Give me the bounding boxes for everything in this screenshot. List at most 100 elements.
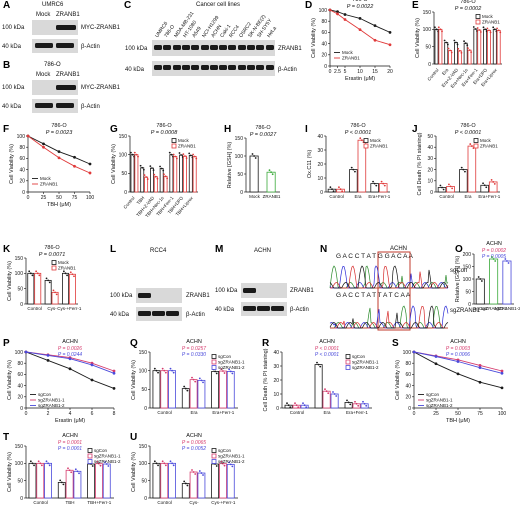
blot-l-label-bot: β-Actin bbox=[186, 312, 205, 318]
blot-c-actin-band bbox=[200, 65, 209, 70]
panel-letter-i: I bbox=[305, 124, 308, 135]
bar bbox=[467, 145, 477, 193]
legend-label: ZRANB1 bbox=[342, 56, 360, 61]
legend-label: sgZRANB1-2 bbox=[38, 403, 65, 408]
bar bbox=[197, 472, 206, 499]
bar-dot bbox=[317, 363, 320, 366]
bar bbox=[188, 155, 193, 193]
bar-dot bbox=[338, 186, 340, 189]
blot-a-kda-top: 100 kDa bbox=[2, 25, 25, 31]
panel-letter-p: P bbox=[3, 338, 10, 349]
data-point bbox=[500, 386, 504, 390]
p-value: P = 0.0027 bbox=[250, 132, 277, 138]
category-label: Control bbox=[157, 410, 172, 415]
blot-a-actin-2 bbox=[56, 43, 74, 48]
bar-dot bbox=[382, 182, 385, 185]
data-point bbox=[373, 38, 377, 42]
bar-dot bbox=[96, 460, 99, 463]
bar-dot bbox=[164, 371, 167, 374]
bar-dot bbox=[488, 29, 490, 32]
bar bbox=[73, 470, 82, 499]
bar-dot bbox=[468, 49, 471, 52]
legend-label: sgCon bbox=[426, 392, 440, 397]
bar-dot bbox=[47, 462, 49, 465]
data-point bbox=[88, 162, 92, 166]
data-point bbox=[412, 350, 416, 354]
x-axis-label: Erastin (μM) bbox=[55, 418, 85, 424]
legend-swatch bbox=[211, 459, 217, 464]
y-tick-label: 150 bbox=[15, 444, 24, 450]
y-tick-label: 50 bbox=[17, 286, 23, 292]
y-tick-label: 100 bbox=[15, 271, 24, 277]
bar-dot bbox=[184, 482, 187, 485]
data-point bbox=[68, 367, 72, 371]
bar-dot bbox=[214, 370, 217, 373]
bar-dot bbox=[479, 31, 482, 33]
category-label: Era bbox=[464, 194, 472, 199]
y-tick-label: 10 bbox=[273, 392, 279, 398]
legend-swatch bbox=[211, 448, 217, 453]
blot-c-actin-band bbox=[154, 65, 162, 70]
bar bbox=[173, 156, 178, 193]
chart-title: ACHN bbox=[319, 339, 335, 345]
p-value-1: P = 0.0003 bbox=[446, 346, 470, 352]
bar-dot bbox=[215, 372, 218, 375]
bar-dot bbox=[59, 479, 62, 482]
legend-swatch bbox=[171, 143, 177, 149]
chart-title: ACHN bbox=[62, 339, 78, 345]
bar-dot bbox=[29, 460, 32, 463]
bar bbox=[28, 462, 37, 499]
legend-label: ZRANB1 bbox=[40, 182, 58, 187]
category-label: Control bbox=[426, 67, 439, 81]
bar-dot bbox=[339, 188, 342, 191]
blot-m-kda-bot: 40 kDa bbox=[215, 307, 235, 313]
bar-dot bbox=[171, 369, 173, 372]
p-value-2: P = 0.0244 bbox=[58, 352, 82, 358]
category-label: Era bbox=[323, 410, 331, 415]
y-axis-label: Relative [GSH] (%) bbox=[455, 256, 461, 303]
bar-dot bbox=[153, 173, 156, 176]
bar bbox=[160, 462, 169, 499]
legend-label: sgCon bbox=[38, 392, 52, 397]
bar-dot bbox=[133, 151, 136, 154]
data-point bbox=[73, 164, 76, 168]
bar-dot bbox=[327, 392, 330, 395]
bar-dot bbox=[139, 164, 142, 167]
legend-label: sgCon bbox=[218, 354, 232, 359]
bar bbox=[483, 28, 488, 65]
bar-dot bbox=[480, 280, 483, 282]
bar-dot bbox=[200, 472, 203, 474]
bar-dot bbox=[286, 402, 288, 405]
bar-dot bbox=[472, 26, 475, 28]
panel-letter-e: E bbox=[412, 0, 419, 11]
blot-b-title: 786-O bbox=[44, 62, 61, 68]
legend-label: sgZRANB1-1 bbox=[218, 454, 245, 459]
category-label: Control bbox=[27, 306, 42, 311]
bar-dot bbox=[253, 155, 255, 157]
bar-dot bbox=[183, 480, 186, 483]
blot-c-kda-top: 100 kDa bbox=[125, 46, 148, 52]
legend-swatch bbox=[345, 354, 351, 359]
legend-label: Mock bbox=[482, 14, 494, 19]
y-tick-label: 150 bbox=[423, 10, 432, 16]
blot-l-band-1 bbox=[138, 293, 151, 298]
bar bbox=[181, 388, 190, 409]
panel-letter-t: T bbox=[3, 432, 10, 443]
blot-a-kda-bot: 40 kDa bbox=[2, 44, 22, 50]
bar-dot bbox=[493, 183, 496, 185]
bar bbox=[44, 279, 52, 305]
x-tick-label: 50 bbox=[455, 411, 461, 417]
panel-letter-o: O bbox=[455, 244, 463, 255]
data-point bbox=[42, 142, 45, 146]
legend-swatch bbox=[211, 354, 217, 359]
x-tick-label: 50 bbox=[56, 195, 62, 201]
bar bbox=[378, 183, 388, 193]
legend-label: sgCon bbox=[94, 448, 108, 453]
y-tick-label: 40 bbox=[317, 134, 323, 140]
panel-letter-a: A bbox=[3, 0, 11, 11]
data-point bbox=[456, 372, 460, 376]
bar bbox=[219, 463, 227, 499]
x-tick-label: 100 bbox=[498, 411, 507, 417]
bar-dot bbox=[192, 471, 195, 473]
